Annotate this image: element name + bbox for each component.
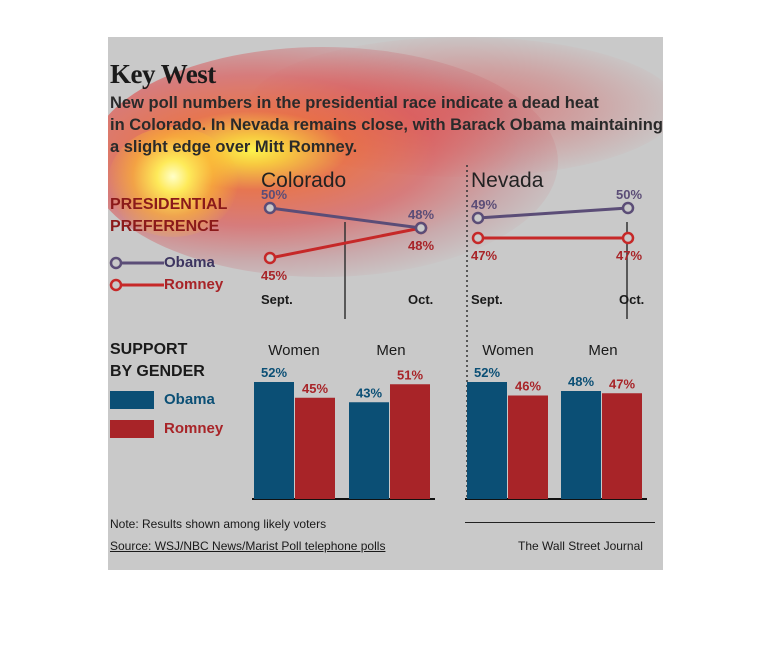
nevada-gender-women-romney-label: 46% [515, 379, 541, 394]
colorado-obama-oct-label: 48% [408, 207, 434, 222]
nevada-month-oct: Oct. [619, 292, 644, 307]
headline: Key West [110, 59, 216, 89]
legend-obama-bar-swatch [110, 391, 154, 409]
line-legend-keys [109, 256, 164, 292]
nevada-romney-sept-label: 47% [471, 248, 497, 263]
dek-line-2: in Colorado. In Nevada remains close, wi… [110, 116, 663, 134]
nevada-gender-men-romney-label: 47% [609, 376, 635, 391]
legend-obama-bar-label: Obama [164, 391, 215, 408]
colorado-obama-point-oct [414, 221, 428, 235]
nevada-obama-line [477, 206, 629, 220]
colorado-title: Colorado [261, 169, 346, 192]
gender-label-line-1: SUPPORT [110, 341, 188, 358]
colorado-gender-women-obama-bar [254, 382, 294, 499]
legend-romney-bar-label: Romney [164, 420, 224, 437]
legend-romney-bar-swatch [110, 420, 154, 438]
colorado-gender-men-obama-label: 43% [356, 385, 382, 400]
colorado-obama-sept-label: 50% [261, 187, 287, 202]
presidential-label-line-1: PRESIDENTIAL [110, 196, 228, 213]
colorado-obama-line [269, 206, 422, 230]
dek-line-3: a slight edge over Mitt Romney. [110, 138, 358, 156]
nevada-romney-point-oct [621, 231, 635, 245]
note-text: Note: Results shown among likely voters [110, 517, 327, 531]
nevada-title: Nevada [471, 169, 544, 192]
colorado-gender-women-obama-label: 52% [261, 365, 287, 380]
legend-obama-marker [109, 256, 123, 270]
colorado-month-sept: Sept. [261, 292, 293, 307]
nevada-obama-oct-label: 50% [616, 187, 642, 202]
dek-line-1: New poll numbers in the presidential rac… [110, 94, 599, 112]
nevada-gender-category-women: Women [482, 342, 533, 359]
gender-label-line-2: BY GENDER [110, 363, 205, 380]
nevada-gender-men-obama-bar [561, 391, 601, 499]
nevada-gender-category-men: Men [588, 342, 617, 359]
colorado-gender-women-romney-bar [295, 397, 335, 499]
colorado-romney-sept-label: 45% [261, 268, 287, 283]
legend-romney-marker [109, 278, 123, 292]
colorado-gender-men-romney-bar [390, 384, 430, 499]
credit-rule [465, 522, 655, 523]
colorado-romney-oct-label: 48% [408, 238, 434, 253]
graphic-panel: Key West New poll numbers in the preside… [108, 37, 663, 570]
colorado-gender-category-women: Women [268, 342, 319, 359]
support-by-gender-label: SUPPORT BY GENDER [110, 339, 205, 383]
colorado-romney-line [269, 226, 422, 260]
nevada-gender-women-obama-label: 52% [474, 365, 500, 380]
nevada-gender-women-obama-bar [467, 382, 507, 499]
colorado-gender-men-obama-bar [349, 402, 389, 499]
nevada-obama-point-sept [471, 211, 485, 225]
colorado-obama-point-sept [263, 201, 277, 215]
credit-text: The Wall Street Journal [518, 539, 643, 553]
nevada-gender-women-romney-bar [508, 395, 548, 499]
nevada-obama-sept-label: 49% [471, 197, 497, 212]
presidential-label-line-2: PREFERENCE [110, 218, 220, 235]
colorado-romney-point-sept [263, 251, 277, 265]
nevada-month-sept: Sept. [471, 292, 503, 307]
nevada-obama-point-oct [621, 201, 635, 215]
source-text: Source: WSJ/NBC News/Marist Poll telepho… [110, 539, 386, 553]
nevada-romney-point-sept [471, 231, 485, 245]
colorado-gender-category-men: Men [376, 342, 405, 359]
colorado-gender-men-romney-label: 51% [397, 367, 423, 382]
colorado-month-oct: Oct. [408, 292, 433, 307]
nevada-gender-men-obama-label: 48% [568, 374, 594, 389]
legend-obama-line-label: Obama [164, 254, 215, 271]
nevada-romney-oct-label: 47% [616, 248, 642, 263]
nevada-gender-men-romney-bar [602, 393, 642, 499]
colorado-gender-women-romney-label: 45% [302, 381, 328, 396]
legend-romney-line-label: Romney [164, 276, 224, 293]
presidential-preference-label: PRESIDENTIAL PREFERENCE [110, 194, 227, 238]
